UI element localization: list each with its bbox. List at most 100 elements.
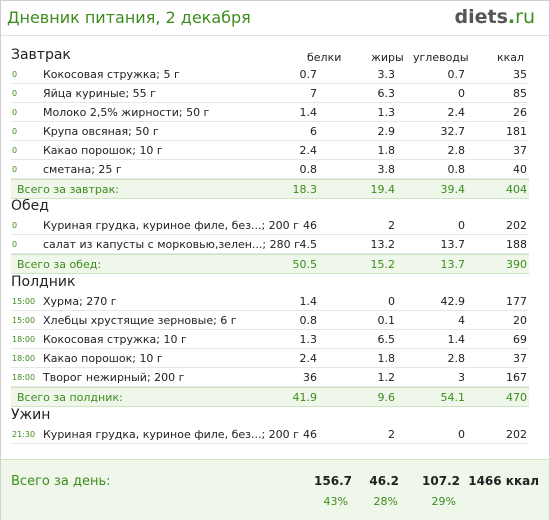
food-name[interactable]: сметана; 25 г: [43, 163, 122, 176]
carbs-value: 0.7: [447, 68, 466, 81]
food-row[interactable]: 0 Крупа овсяная; 50 г 6 2.9 32.7 181: [11, 122, 529, 141]
fat-value: 2: [388, 428, 395, 441]
food-row[interactable]: 21:30 Куриная грудка, куриное филе, без..…: [11, 425, 529, 444]
fat-value: 0.1: [377, 314, 396, 327]
section-title: Обед: [11, 198, 49, 214]
column-header-kcal: ккал: [497, 51, 525, 64]
protein-value: 1.4: [299, 295, 318, 308]
fat-value: 3.3: [377, 68, 396, 81]
day-total-fat: 46.2: [369, 474, 399, 488]
meal-summary-label: Всего за завтрак:: [17, 183, 120, 196]
protein-value: 0.7: [299, 68, 318, 81]
meal-time: 15:00: [12, 316, 36, 325]
summary-kcal: 390: [506, 258, 527, 271]
meal-time: 0: [12, 165, 18, 174]
summary-protein: 18.3: [292, 183, 318, 196]
protein-value: 0.8: [299, 163, 318, 176]
food-name[interactable]: Хурма; 270 г: [43, 295, 117, 308]
food-row[interactable]: 0 Яйца куриные; 55 г 7 6.3 0 85: [11, 84, 529, 103]
day-total: Всего за день: 156.7 46.2 107.2 1466 кка…: [1, 459, 549, 520]
day-total-fat-percent: 28%: [373, 495, 398, 508]
food-row[interactable]: 0 Молоко 2,5% жирности; 50 г 1.4 1.3 2.4 26: [11, 103, 529, 122]
carbs-value: 0.8: [447, 163, 466, 176]
summary-carbs: 13.7: [440, 258, 466, 271]
meal-time: 0: [12, 146, 18, 155]
carbs-value: 13.7: [440, 238, 466, 251]
meal-time: 0: [12, 127, 18, 136]
kcal-value: 69: [513, 333, 527, 346]
food-row[interactable]: 0 салат из капусты с морковью,зелен...; 2…: [11, 235, 529, 254]
food-row[interactable]: 0 сметана; 25 г 0.8 3.8 0.8 40: [11, 160, 529, 179]
fat-value: 1.2: [377, 371, 396, 384]
food-row[interactable]: 0 Кокосовая стружка; 5 г 0.7 3.3 0.7 35: [11, 65, 529, 84]
food-name[interactable]: Яйца куриные; 55 г: [43, 87, 156, 100]
food-name[interactable]: Кокосовая стружка; 5 г: [43, 68, 180, 81]
food-name[interactable]: Молоко 2,5% жирности; 50 г: [43, 106, 210, 119]
food-name[interactable]: Куриная грудка, куриное филе, без...; 20…: [43, 428, 299, 441]
food-name[interactable]: Какао порошок; 10 г: [43, 144, 163, 157]
meal-time: 0: [12, 70, 18, 79]
day-total-label: Всего за день:: [11, 474, 111, 489]
food-row[interactable]: 18:00 Кокосовая стружка; 10 г 1.3 6.5 1.4 69: [11, 330, 529, 349]
meal-time: 21:30: [12, 430, 36, 439]
carbs-value: 4: [458, 314, 465, 327]
meal-time: 18:00: [12, 354, 36, 363]
meal-time: 0: [12, 89, 18, 98]
meal-summary: Всего за полдник: 41.9 9.6 54.1 470: [11, 387, 529, 407]
page-title: Дневник питания, 2 декабря: [7, 8, 251, 27]
fat-value: 2.9: [377, 125, 396, 138]
section-title: Полдник: [11, 274, 76, 290]
carbs-value: 0: [458, 87, 465, 100]
food-name[interactable]: Крупа овсяная; 50 г: [43, 125, 159, 138]
protein-value: 7: [310, 87, 317, 100]
meal-time: 0: [12, 240, 18, 249]
kcal-value: 37: [513, 144, 527, 157]
fat-value: 1.8: [377, 352, 396, 365]
summary-protein: 50.5: [292, 258, 318, 271]
meal-time: 18:00: [12, 335, 36, 344]
carbs-value: 2.8: [447, 352, 466, 365]
summary-fat: 19.4: [370, 183, 396, 196]
section-title: Завтрак: [11, 47, 71, 63]
summary-protein: 41.9: [292, 391, 318, 404]
food-row[interactable]: 0 Какао порошок; 10 г 2.4 1.8 2.8 37: [11, 141, 529, 160]
day-total-protein-percent: 43%: [323, 495, 348, 508]
food-name[interactable]: Хлебцы хрустящие зерновые; 6 г: [43, 314, 237, 327]
carbs-value: 0: [458, 219, 465, 232]
food-row[interactable]: 15:00 Хлебцы хрустящие зерновые; 6 г 0.8 0.…: [11, 311, 529, 330]
protein-value: 46: [303, 428, 317, 441]
protein-value: 6: [310, 125, 317, 138]
summary-carbs: 39.4: [440, 183, 466, 196]
food-name[interactable]: Куриная грудка, куриное филе, без...; 20…: [43, 219, 299, 232]
section-title: Ужин: [11, 407, 51, 423]
kcal-value: 202: [506, 219, 527, 232]
carbs-value: 1.4: [447, 333, 466, 346]
fat-value: 3.8: [377, 163, 396, 176]
summary-kcal: 404: [506, 183, 527, 196]
food-name[interactable]: Творог нежирный; 200 г: [43, 371, 185, 384]
day-total-protein: 156.7: [314, 474, 352, 488]
fat-value: 0: [388, 295, 395, 308]
day-total-carbs-percent: 29%: [431, 495, 456, 508]
column-header-carbs: углеводы: [413, 51, 469, 64]
food-name[interactable]: салат из капусты с морковью,зелен...; 28…: [43, 238, 300, 251]
kcal-value: 177: [506, 295, 527, 308]
food-row[interactable]: 18:00 Какао порошок; 10 г 2.4 1.8 2.8 37: [11, 349, 529, 368]
food-row[interactable]: 15:00 Хурма; 270 г 1.4 0 42.9 177: [11, 292, 529, 311]
fat-value: 6.3: [377, 87, 396, 100]
fat-value: 6.5: [377, 333, 396, 346]
meal-summary: Всего за завтрак: 18.3 19.4 39.4 404: [11, 179, 529, 199]
food-row[interactable]: 0 Куриная грудка, куриное филе, без...; 2…: [11, 216, 529, 235]
food-name[interactable]: Кокосовая стружка; 10 г: [43, 333, 187, 346]
site-logo[interactable]: diets.ru: [454, 6, 535, 28]
protein-value: 0.8: [299, 314, 318, 327]
meal-summary-label: Всего за полдник:: [17, 391, 123, 404]
summary-kcal: 470: [506, 391, 527, 404]
food-row[interactable]: 18:00 Творог нежирный; 200 г 36 1.2 3 167: [11, 368, 529, 387]
carbs-value: 3: [458, 371, 465, 384]
carbs-value: 42.9: [440, 295, 466, 308]
fat-value: 1.8: [377, 144, 396, 157]
food-name[interactable]: Какао порошок; 10 г: [43, 352, 163, 365]
kcal-value: 181: [506, 125, 527, 138]
